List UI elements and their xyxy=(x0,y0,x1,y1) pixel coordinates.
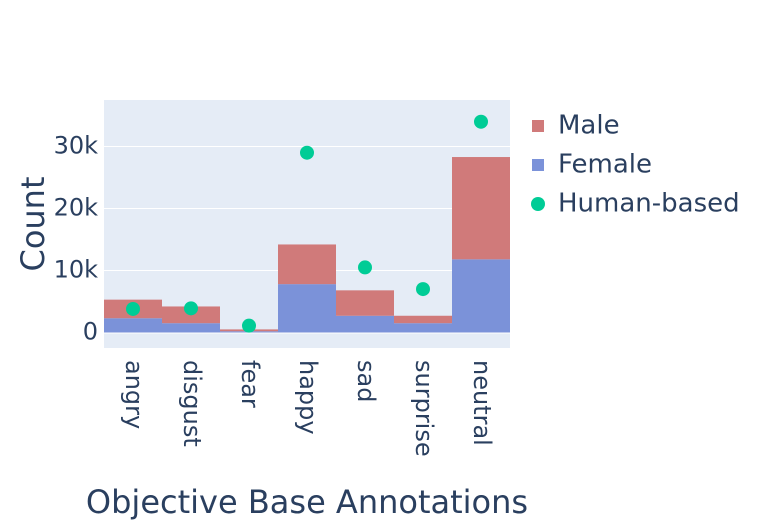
scatter-points xyxy=(126,114,488,333)
bar-female-surprise xyxy=(394,323,452,333)
x-tick-label-sad: sad xyxy=(352,360,380,402)
x-tick-label-fear: fear xyxy=(236,360,264,408)
x-tick-label-angry: angry xyxy=(120,360,148,429)
bars xyxy=(104,157,510,333)
y-axis-title: Count xyxy=(14,176,52,271)
x-tick-label-neutral: neutral xyxy=(468,360,496,446)
point-human-based-fear xyxy=(242,318,256,333)
x-axis-title: Objective Base Annotations xyxy=(86,483,528,521)
bar-male-neutral xyxy=(452,157,510,260)
bar-female-neutral xyxy=(452,259,510,333)
x-tick-label-disgust: disgust xyxy=(178,360,206,447)
y-tick-label: 0 xyxy=(83,318,98,346)
y-axis-ticks: 0 10k 20k 30k xyxy=(54,132,99,346)
point-human-based-happy xyxy=(300,145,314,160)
point-human-based-disgust xyxy=(184,301,198,316)
point-human-based-angry xyxy=(126,301,140,316)
y-tick-label: 30k xyxy=(54,132,99,160)
legend-swatch-female xyxy=(532,159,544,171)
legend-swatch-male xyxy=(532,120,544,132)
bar-female-angry xyxy=(104,318,162,333)
y-tick-label: 10k xyxy=(54,256,99,284)
bar-male-surprise xyxy=(394,315,452,324)
legend-swatch-human-based xyxy=(531,197,545,211)
legend-label: Female xyxy=(558,150,652,180)
legend-label: Human-based xyxy=(558,189,740,219)
x-axis-ticks: angry disgust fear happy sad surprise neutral xyxy=(120,360,496,457)
x-tick-label-surprise: surprise xyxy=(410,360,438,457)
point-human-based-sad xyxy=(358,260,372,275)
bar-female-disgust xyxy=(162,323,220,333)
legend: Male Female Human-based xyxy=(531,111,740,219)
legend-label: Male xyxy=(558,111,620,141)
bar-male-sad xyxy=(336,290,394,316)
bar-female-happy xyxy=(278,284,336,333)
x-tick-label-happy: happy xyxy=(294,360,322,435)
y-tick-label: 20k xyxy=(54,194,99,222)
bar-male-happy xyxy=(278,244,336,285)
bar-female-sad xyxy=(336,315,394,333)
point-human-based-surprise xyxy=(416,282,430,297)
point-human-based-neutral xyxy=(474,114,488,129)
